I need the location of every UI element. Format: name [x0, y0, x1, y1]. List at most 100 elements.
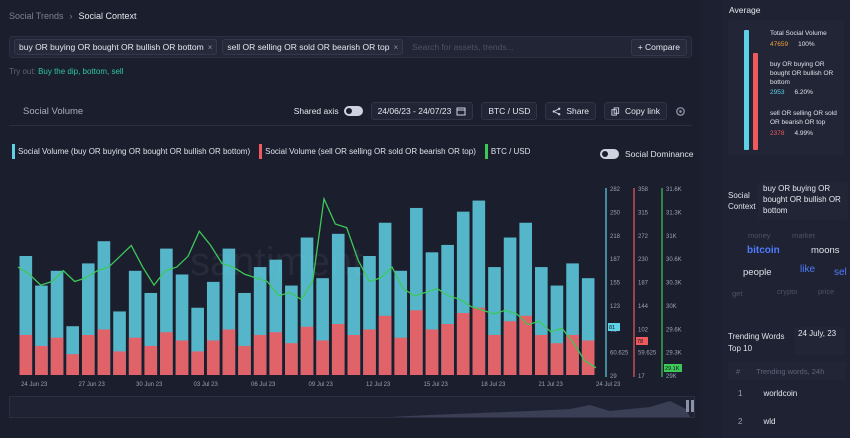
social-volume-chart[interactable]: santiment2822502181871551239260.62529813…	[0, 180, 700, 390]
tick-label: 102	[638, 327, 649, 333]
trending-col-words: Trending words, 24h	[756, 366, 825, 376]
breadcrumb-parent[interactable]: Social Trends	[9, 11, 64, 21]
cloud-word[interactable]: moons	[811, 245, 840, 256]
average-item-value: 2378	[770, 129, 785, 137]
x-tick-label: 24 Jun 23	[21, 382, 48, 388]
social-context-label: Social Context	[728, 191, 756, 212]
cloud-word[interactable]: like	[800, 264, 816, 275]
breadcrumb-current: Social Context	[78, 11, 137, 21]
bar-sell	[456, 313, 470, 375]
bar-sell	[394, 337, 408, 375]
last-value-label: 78	[637, 339, 643, 345]
bar-sell	[160, 332, 173, 375]
legend-item[interactable]: BTC / USD	[484, 144, 530, 159]
last-value-badge	[636, 337, 648, 345]
average-item: sell OR selling OR sold OR bearish OR to…	[770, 110, 842, 138]
bar-sell	[363, 329, 376, 375]
main-panel: Social Trends › Social Context buy OR bu…	[0, 11, 700, 418]
series-line-btc	[17, 196, 597, 369]
tryout-prefix: Try out:	[9, 67, 36, 76]
tick-label: 282	[610, 187, 621, 193]
social-dominance-label: Social Dominance	[625, 149, 694, 159]
copy-link-button[interactable]: Copy link	[604, 102, 667, 120]
share-button[interactable]: Share	[545, 102, 597, 120]
chevron-right-icon: ›	[69, 11, 73, 21]
trending-rank: 1	[738, 389, 743, 398]
bar-sell	[50, 337, 64, 375]
share-label: Share	[566, 106, 590, 116]
bar-sell	[144, 345, 158, 375]
social-dominance-toggle[interactable]: Social Dominance	[600, 149, 694, 159]
x-tick-label: 03 Jul 23	[194, 382, 219, 388]
cloud-word[interactable]: money	[748, 231, 771, 240]
bar-sell	[331, 324, 345, 375]
search-input[interactable]: Search for assets, trends...	[412, 42, 514, 52]
social-context-select[interactable]: buy OR buying OR bought OR bullish OR bo…	[758, 182, 848, 220]
average-title: Average	[729, 5, 761, 15]
bar-sell	[81, 334, 95, 375]
tick-label: 29.6K	[666, 327, 682, 333]
search-chip[interactable]: sell OR selling OR sold OR bearish OR to…	[222, 39, 404, 55]
trending-word[interactable]: wld	[763, 417, 776, 426]
trending-rank: 2	[738, 417, 743, 426]
bar-sell	[347, 334, 361, 375]
cloud-word[interactable]: bitcoin	[747, 245, 780, 256]
bar-sell	[503, 321, 517, 375]
bar-sell	[113, 351, 126, 375]
navigator-handle[interactable]	[686, 400, 689, 412]
chart-navigator[interactable]	[9, 396, 695, 418]
cloud-word[interactable]: market	[792, 231, 815, 240]
bar-sell	[300, 326, 314, 375]
tick-label: 144	[638, 304, 649, 310]
tick-label: 29K	[666, 374, 677, 380]
chip-label: buy OR buying OR bought OR bullish OR bo…	[19, 42, 204, 52]
trending-word[interactable]: worldcoin	[763, 389, 798, 398]
bar-sell	[581, 340, 595, 375]
tick-label: 30.6K	[666, 257, 682, 263]
average-bar-buy	[744, 30, 749, 150]
close-icon[interactable]: ×	[393, 42, 399, 52]
cloud-word[interactable]: people	[743, 267, 772, 278]
average-item-label: buy OR buying OR bought OR bullish OR bo…	[770, 61, 834, 86]
legend-swatch	[259, 144, 263, 159]
toggle-switch-icon[interactable]	[343, 106, 363, 116]
x-tick-label: 06 Jul 23	[251, 382, 276, 388]
tryout-suggestion-link[interactable]: Buy the dip, bottom, sell	[38, 67, 124, 76]
share-icon	[552, 107, 561, 115]
bar-sell	[97, 329, 111, 375]
tick-label: 187	[638, 281, 649, 287]
navigator-handle[interactable]	[691, 400, 694, 412]
bar-sell	[175, 340, 189, 375]
copy-link-label: Copy link	[625, 106, 660, 116]
compare-button[interactable]: + Compare	[630, 38, 687, 56]
gear-icon[interactable]	[675, 106, 686, 117]
shared-axis-toggle[interactable]: Shared axis	[294, 106, 363, 116]
search-bar[interactable]: buy OR buying OR bought OR bullish OR bo…	[9, 36, 692, 58]
copy-icon	[611, 106, 620, 116]
currency-button[interactable]: BTC / USD	[481, 102, 538, 120]
legend-item[interactable]: Social Volume (sell OR selling OR sold O…	[259, 144, 476, 159]
x-tick-label: 21 Jul 23	[539, 382, 564, 388]
date-range-button[interactable]: 24/06/23 - 24/07/23	[370, 102, 474, 120]
cloud-word[interactable]: price	[818, 287, 835, 296]
cloud-word[interactable]: sel	[834, 267, 847, 278]
trending-date-picker[interactable]: 24 July, 23	[794, 327, 846, 355]
search-chip[interactable]: buy OR buying OR bought OR bullish OR bo…	[14, 39, 218, 55]
average-item-pct: 6.20%	[794, 89, 813, 97]
bar-sell	[285, 343, 298, 375]
table-row[interactable]: 2 wld	[728, 417, 846, 426]
bar-sell	[472, 307, 486, 375]
tick-label: 358	[638, 187, 649, 193]
toggle-switch-icon[interactable]	[600, 149, 619, 159]
legend-label: Social Volume (buy OR buying OR bought O…	[18, 147, 251, 156]
chip-label: sell OR selling OR sold OR bearish OR to…	[227, 42, 390, 52]
x-tick-label: 15 Jul 23	[424, 382, 449, 388]
close-icon[interactable]: ×	[207, 42, 213, 52]
cloud-word[interactable]: get	[732, 289, 743, 298]
legend-item[interactable]: Social Volume (buy OR buying OR bought O…	[12, 144, 250, 159]
legend-label: Social Volume (sell OR selling OR sold O…	[265, 147, 476, 156]
bar-sell	[66, 354, 79, 375]
cloud-word[interactable]: crypto	[777, 287, 798, 296]
average-panel: Total Social Volume 47659 100% buy OR buy…	[728, 20, 844, 155]
table-row[interactable]: 1 worldcoin	[728, 389, 846, 398]
